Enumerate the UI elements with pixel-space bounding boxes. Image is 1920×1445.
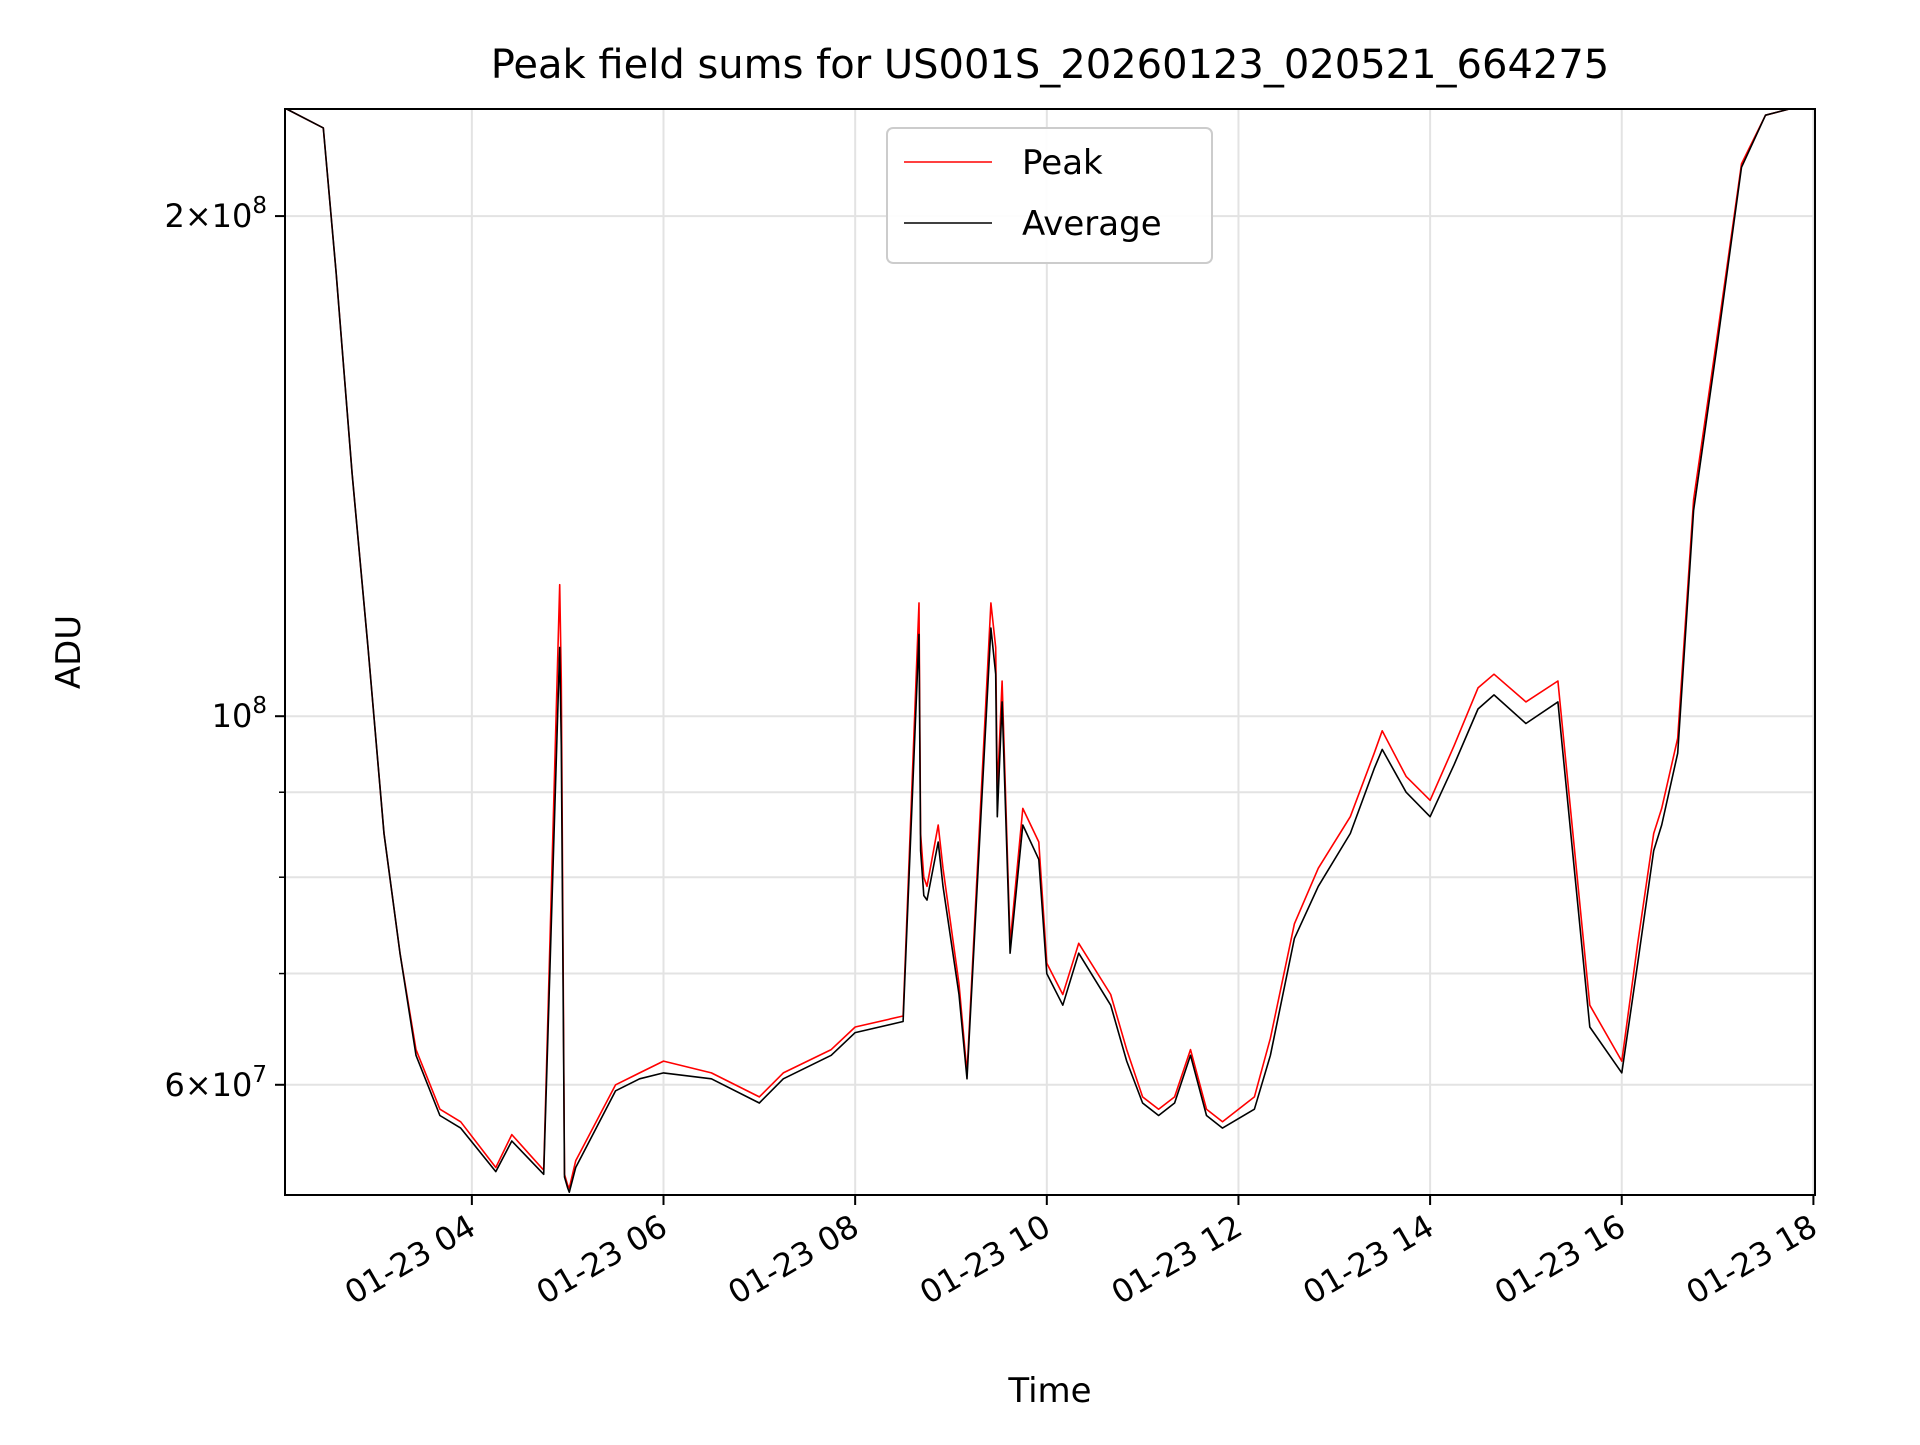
x-tick-label: 01-23 04 <box>338 1207 482 1312</box>
y-tick-exponent: 8 <box>252 693 267 719</box>
y-tick-label: 2×108 <box>164 193 267 235</box>
y-axis-title: ADU <box>49 615 89 689</box>
x-tick-label: 01-23 16 <box>1488 1207 1632 1312</box>
y-tick-mantissa: 2× <box>164 197 211 235</box>
x-tick-label: 01-23 06 <box>530 1207 674 1312</box>
x-tick-label: 01-23 08 <box>722 1207 866 1312</box>
x-tick-label: 01-23 18 <box>1680 1207 1824 1312</box>
y-tick-base: 10 <box>212 697 253 735</box>
series-layer <box>286 108 1814 1193</box>
y-tick-label: 6×107 <box>164 1062 267 1104</box>
series-line-average <box>286 108 1814 1193</box>
x-axis-title: Time <box>1007 1371 1091 1411</box>
grid-lines <box>285 109 1815 1195</box>
plot-frame <box>284 108 1816 1196</box>
y-tick-base: 10 <box>212 1066 253 1104</box>
y-tick-label: 108 <box>212 693 267 735</box>
series-line-peak <box>286 108 1814 1189</box>
x-tick-label: 01-23 12 <box>1105 1207 1249 1312</box>
y-tick-exponent: 8 <box>252 193 267 219</box>
y-tick-mantissa: 6× <box>164 1066 211 1104</box>
legend: Peak Average <box>886 127 1213 264</box>
x-tick-label: 01-23 10 <box>913 1207 1057 1312</box>
y-tick-base: 10 <box>212 197 253 235</box>
x-tick-label: 01-23 14 <box>1297 1207 1441 1312</box>
legend-label-peak: Peak <box>1022 143 1103 183</box>
y-tick-exponent: 7 <box>252 1062 267 1088</box>
x-axis-ticks: 01-23 04 01-23 06 01-23 08 01-23 10 01-23 12… <box>338 1195 1823 1312</box>
legend-label-average: Average <box>1022 204 1162 244</box>
chart-title: Peak field sums for US001S_20260123_0205… <box>491 42 1610 88</box>
